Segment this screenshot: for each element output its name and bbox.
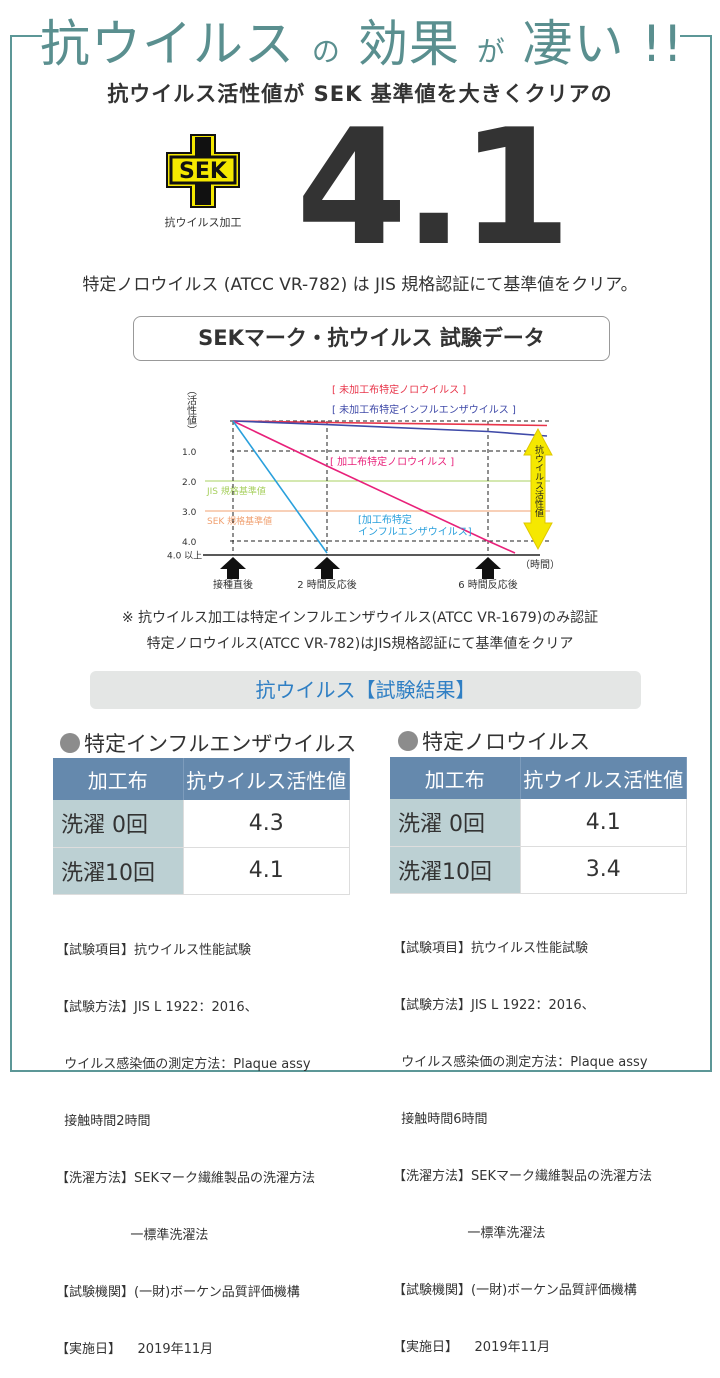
detail-line: 【実施日】 2019年11月 bbox=[393, 1340, 551, 1355]
page-title: 抗ウイルス の 効果 が 凄い !! bbox=[40, 4, 683, 76]
section-heading-norovirus: 特定ノロウイルス bbox=[398, 726, 590, 756]
detail-line: 一標準洗濯法 bbox=[56, 1228, 209, 1243]
title-part: が bbox=[476, 35, 506, 68]
results-table-norovirus: 加工布 抗ウイルス活性値 洗濯 0回 4.1 洗濯10回 3.4 bbox=[390, 757, 687, 894]
row-value: 4.1 bbox=[520, 799, 687, 847]
series-line bbox=[232, 420, 548, 437]
sek-logo-text: SEK bbox=[179, 159, 228, 184]
sek-caption: 抗ウイルス加工 bbox=[164, 216, 242, 229]
up-arrow-icon bbox=[220, 557, 246, 579]
table-row: 洗濯 0回 4.1 bbox=[390, 799, 687, 847]
row-label: 洗濯 0回 bbox=[390, 799, 521, 847]
series-label: インフルエンザウイルス] bbox=[358, 526, 472, 538]
note-1: ※ 抗ウイルス加工は特定インフルエンザウイルス(ATCC VR-1679)のみ認… bbox=[121, 610, 599, 626]
detail-line: 【試験機関】(一財)ボーケン品質評価機構 bbox=[56, 1285, 300, 1300]
detail-line: 接触時間6時間 bbox=[393, 1112, 488, 1127]
section-heading-influenza: 特定インフルエンザウイルス bbox=[60, 728, 356, 758]
series-label: [ 未加工布特定ノロウイルス ] bbox=[332, 383, 466, 396]
sek-logo: SEK bbox=[166, 134, 240, 208]
frame-top-right bbox=[680, 35, 712, 37]
headline-value: 4.1 bbox=[296, 94, 571, 281]
series-label: [ 未加工布特定インフルエンザウイルス ] bbox=[332, 403, 516, 416]
up-arrow-icon bbox=[475, 557, 501, 579]
x-category-label: 2 時間反応後 bbox=[297, 578, 357, 591]
bullet-icon bbox=[60, 733, 80, 753]
detail-line: 一標準洗濯法 bbox=[393, 1226, 546, 1241]
table-header-row: 加工布 抗ウイルス活性値 bbox=[390, 757, 687, 799]
test-details-influenza: 【試験項目】抗ウイルス性能試験 【試験方法】JIS L 1922：2016、 ウ… bbox=[56, 903, 315, 1378]
column-header: 加工布 bbox=[390, 757, 521, 799]
title-part: の bbox=[311, 35, 341, 68]
y-tick-label: 4.0 以上 bbox=[167, 551, 202, 562]
frame-right bbox=[710, 35, 712, 1072]
y-tick-label: 3.0 bbox=[182, 508, 197, 518]
table-row: 洗濯10回 4.1 bbox=[53, 847, 350, 895]
antivirus-chart: （活性値） JIS 規格基準値 SEK 規格基準値 1.0 2.0 3.0 4.0 4.0 以… bbox=[167, 383, 560, 591]
detail-line: 【洗濯方法】SEKマーク繊維製品の洗濯方法 bbox=[393, 1169, 652, 1184]
x-category-label: 6 時間反応後 bbox=[458, 578, 518, 591]
subtitle: 抗ウイルス活性値が SEK 基準値を大きくクリアの bbox=[107, 82, 613, 106]
detail-line: 【洗濯方法】SEKマーク繊維製品の洗濯方法 bbox=[56, 1171, 315, 1186]
detail-line: 【試験機関】(一財)ボーケン品質評価機構 bbox=[393, 1283, 637, 1298]
certification-line: 特定ノロウイルス (ATCC VR-782) は JIS 規格認証にて基準値をク… bbox=[82, 275, 638, 295]
series-label: [加工布特定 bbox=[358, 513, 412, 526]
reference-line-label: JIS 規格基準値 bbox=[206, 485, 266, 497]
row-value: 4.1 bbox=[183, 847, 350, 895]
data-box-title: SEKマーク・抗ウイルス 試験データ bbox=[133, 316, 610, 361]
column-header: 抗ウイルス活性値 bbox=[183, 758, 350, 800]
title-part: 抗ウイルス bbox=[40, 15, 295, 73]
frame-bottom bbox=[10, 1070, 712, 1072]
column-header: 抗ウイルス活性値 bbox=[520, 757, 687, 799]
x-category-label: 接種直後 bbox=[213, 578, 253, 591]
y-tick-label: 2.0 bbox=[182, 478, 197, 488]
table-header-row: 加工布 抗ウイルス活性値 bbox=[53, 758, 350, 800]
frame-left bbox=[10, 35, 12, 1072]
up-arrow-icon bbox=[314, 557, 340, 579]
reference-line-label: SEK 規格基準値 bbox=[207, 515, 272, 527]
section-heading-text: 特定インフルエンザウイルス bbox=[84, 732, 357, 756]
detail-line: 接触時間2時間 bbox=[56, 1114, 151, 1129]
row-label: 洗濯10回 bbox=[390, 846, 521, 894]
bullet-icon bbox=[398, 731, 418, 751]
row-label: 洗濯 0回 bbox=[53, 800, 184, 848]
title-part: 凄い !! bbox=[522, 15, 684, 73]
y-axis-label: （活性値） bbox=[185, 385, 197, 435]
results-banner: 抗ウイルス【試験結果】 bbox=[90, 671, 641, 709]
series-line bbox=[232, 420, 516, 554]
column-header: 加工布 bbox=[53, 758, 184, 800]
detail-line: 【試験方法】JIS L 1922：2016、 bbox=[56, 1000, 258, 1015]
table-row: 洗濯10回 3.4 bbox=[390, 846, 687, 894]
y-tick-label: 1.0 bbox=[182, 448, 197, 458]
title-part: 効果 bbox=[357, 15, 460, 73]
test-details-norovirus: 【試験項目】抗ウイルス性能試験 【試験方法】JIS L 1922：2016、 ウ… bbox=[393, 901, 652, 1376]
detail-line: 【実施日】 2019年11月 bbox=[56, 1342, 214, 1357]
table-row: 洗濯 0回 4.3 bbox=[53, 800, 350, 848]
y-tick-label: 4.0 bbox=[182, 538, 197, 548]
series-label: [ 加工布特定ノロウイルス ] bbox=[330, 455, 454, 468]
results-table-influenza: 加工布 抗ウイルス活性値 洗濯 0回 4.3 洗濯10回 4.1 bbox=[53, 758, 350, 895]
arrow-label: 抗ウイルス活性値 bbox=[533, 444, 544, 518]
series-line bbox=[232, 420, 548, 427]
detail-line: ウイルス感染価の測定方法：Plaque assy bbox=[393, 1055, 648, 1070]
detail-line: ウイルス感染価の測定方法：Plaque assy bbox=[56, 1057, 311, 1072]
section-heading-text: 特定ノロウイルス bbox=[422, 730, 590, 754]
series-line bbox=[232, 420, 328, 554]
detail-line: 【試験項目】抗ウイルス性能試験 bbox=[393, 941, 589, 956]
x-axis-label: （時間） bbox=[520, 559, 560, 571]
double-arrow-icon bbox=[523, 427, 553, 551]
row-value: 3.4 bbox=[520, 846, 687, 894]
row-label: 洗濯10回 bbox=[53, 847, 184, 895]
frame-top-left bbox=[10, 35, 42, 37]
detail-line: 【試験方法】JIS L 1922：2016、 bbox=[393, 998, 595, 1013]
detail-line: 【試験項目】抗ウイルス性能試験 bbox=[56, 943, 252, 958]
note-2: 特定ノロウイルス(ATCC VR-782)はJIS規格認証にて基準値をクリア bbox=[146, 636, 574, 652]
row-value: 4.3 bbox=[183, 800, 350, 848]
